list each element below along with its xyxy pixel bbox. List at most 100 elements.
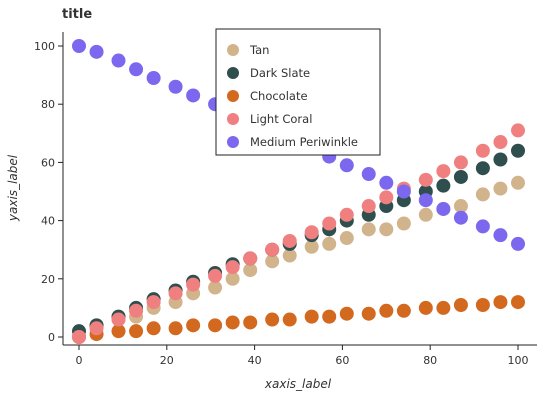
legend-label: Light Coral [250,112,312,126]
tan-point [418,207,433,222]
medium-periwinkle-point [72,39,86,53]
light-coral-point [129,303,144,318]
chocolate-point [225,315,240,330]
y-tick-label: 100 [34,40,55,53]
x-tick-label: 80 [423,354,437,367]
tick-group: 0 20 40 60 80 100 0 20 40 60 80 100 [34,40,529,367]
legend: Tan Dark Slate Chocolate Light Coral Medium … [215,28,381,156]
chocolate-point [379,303,394,318]
medium-periwinkle-point [396,184,411,199]
light-coral-point [208,268,223,283]
light-coral-point [186,277,201,292]
chocolate-point [396,303,411,318]
light-coral-point [146,295,161,310]
medium-periwinkle-point [89,44,104,59]
plot-area: 0 20 40 60 80 100 0 20 40 60 80 100 [34,32,537,367]
medium-periwinkle-point [493,228,508,243]
medium-periwinkle-point [129,62,144,77]
medium-periwinkle-point [436,201,451,216]
tan-point [243,263,258,278]
y-tick-label: 60 [41,156,55,169]
legend-marker [227,90,239,102]
chart-title: title [62,7,92,22]
x-tick-label: 20 [160,354,174,367]
tan-point [361,222,376,237]
chocolate-point [361,306,376,321]
tan-point [265,254,280,269]
y-tick-label: 20 [41,273,55,286]
dark-slate-point [511,143,525,158]
x-tick-label: 60 [335,354,349,367]
light-coral-point [304,225,319,240]
y-tick-label: 0 [48,331,55,344]
light-coral-point [243,251,258,266]
chocolate-point [208,318,223,333]
legend-marker [227,44,239,56]
tan-point [339,231,354,246]
tan-point [493,181,508,196]
chocolate-point [436,300,451,315]
legend-label: Dark Slate [250,66,310,80]
legend-label: Medium Periwinkle [250,135,358,149]
chocolate-point [493,295,508,310]
dark-slate-point [493,152,508,167]
chocolate-point [168,321,183,336]
light-coral-point [322,216,337,231]
light-coral-point [453,155,468,170]
tan-point [396,216,411,231]
dark-slate-point [475,161,490,176]
chocolate-point [186,318,201,333]
legend-label: Tan [249,43,269,57]
chocolate-point [322,309,337,324]
light-coral-point [111,312,126,327]
tan-point [379,222,394,237]
medium-periwinkle-point [339,158,354,173]
tan-point [225,271,240,286]
medium-periwinkle-point [146,71,161,86]
chocolate-point [146,321,161,336]
light-coral-point [379,190,394,205]
tan-point [511,175,525,190]
y-tick-label: 40 [41,215,55,228]
tan-point [453,199,468,214]
chocolate-point [453,297,468,312]
medium-periwinkle-point [475,219,490,234]
light-coral-point [89,321,104,336]
data-points [72,39,525,344]
legend-label: Chocolate [250,89,308,103]
medium-periwinkle-point [511,236,525,251]
legend-marker [227,113,239,125]
series-chocolate [72,295,525,344]
y-axis-label: yaxis_label [6,154,20,222]
tan-point [475,187,490,202]
medium-periwinkle-point [418,193,433,208]
chocolate-point [129,324,144,339]
chocolate-point [418,300,433,315]
legend-marker [227,136,239,148]
chocolate-point [339,306,354,321]
light-coral-point [265,242,280,257]
chocolate-point [475,297,490,312]
light-coral-point [339,207,354,222]
chocolate-point [243,315,258,330]
chocolate-point [304,309,319,324]
chocolate-point [282,312,297,327]
dark-slate-point [453,169,468,184]
x-tick-label: 40 [248,354,262,367]
y-tick-label: 80 [41,98,55,111]
light-coral-point [511,123,525,138]
tan-point [282,248,297,263]
light-coral-point [168,286,183,301]
light-coral-point [475,143,490,158]
x-tick-label: 100 [508,354,529,367]
chocolate-point [511,295,525,310]
tan-point [208,280,223,295]
medium-periwinkle-point [186,88,201,103]
light-coral-point [282,233,297,248]
medium-periwinkle-point [361,167,376,182]
light-coral-point [72,330,86,344]
tan-point [322,236,337,251]
chocolate-point [265,312,280,327]
dark-slate-point [436,178,451,193]
